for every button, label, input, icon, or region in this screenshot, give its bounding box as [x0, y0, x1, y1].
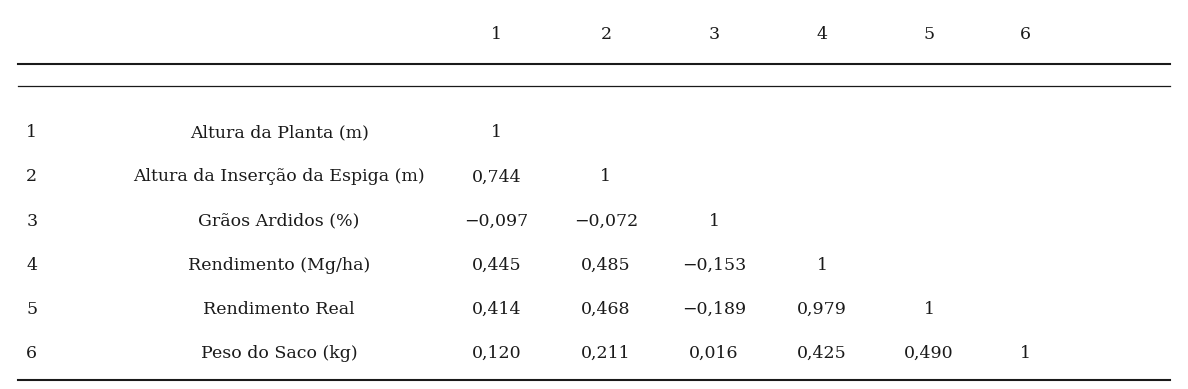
Text: 1: 1	[491, 124, 503, 142]
Text: 4: 4	[26, 257, 37, 274]
Text: 0,211: 0,211	[581, 345, 631, 362]
Text: 3: 3	[708, 26, 720, 43]
Text: 6: 6	[26, 345, 37, 362]
Text: 3: 3	[26, 212, 37, 230]
Text: −0,097: −0,097	[465, 212, 529, 230]
Text: 6: 6	[1019, 26, 1031, 43]
Text: 0,979: 0,979	[797, 301, 847, 318]
Text: 1: 1	[26, 124, 37, 142]
Text: 0,425: 0,425	[797, 345, 847, 362]
Text: Grãos Ardidos (%): Grãos Ardidos (%)	[198, 212, 360, 230]
Text: −0,153: −0,153	[682, 257, 746, 274]
Text: 1: 1	[600, 168, 612, 186]
Text: 0,490: 0,490	[904, 345, 954, 362]
Text: 1: 1	[923, 301, 935, 318]
Text: −0,189: −0,189	[682, 301, 746, 318]
Text: Peso do Saco (kg): Peso do Saco (kg)	[201, 345, 358, 362]
Text: 1: 1	[816, 257, 828, 274]
Text: 1: 1	[491, 26, 503, 43]
Text: 2: 2	[26, 168, 37, 186]
Text: 1: 1	[708, 212, 720, 230]
Text: 0,744: 0,744	[472, 168, 522, 186]
Text: 0,468: 0,468	[581, 301, 631, 318]
Text: 5: 5	[923, 26, 935, 43]
Text: 0,414: 0,414	[472, 301, 522, 318]
Text: 0,120: 0,120	[472, 345, 522, 362]
Text: 5: 5	[26, 301, 37, 318]
Text: 0,016: 0,016	[689, 345, 739, 362]
Text: Altura da Inserção da Espiga (m): Altura da Inserção da Espiga (m)	[133, 168, 425, 186]
Text: Rendimento (Mg/ha): Rendimento (Mg/ha)	[188, 257, 371, 274]
Text: 1: 1	[1019, 345, 1031, 362]
Text: 0,485: 0,485	[581, 257, 631, 274]
Text: 0,445: 0,445	[472, 257, 522, 274]
Text: 4: 4	[816, 26, 828, 43]
Text: Rendimento Real: Rendimento Real	[203, 301, 355, 318]
Text: −0,072: −0,072	[574, 212, 638, 230]
Text: 2: 2	[600, 26, 612, 43]
Text: Altura da Planta (m): Altura da Planta (m)	[190, 124, 368, 142]
